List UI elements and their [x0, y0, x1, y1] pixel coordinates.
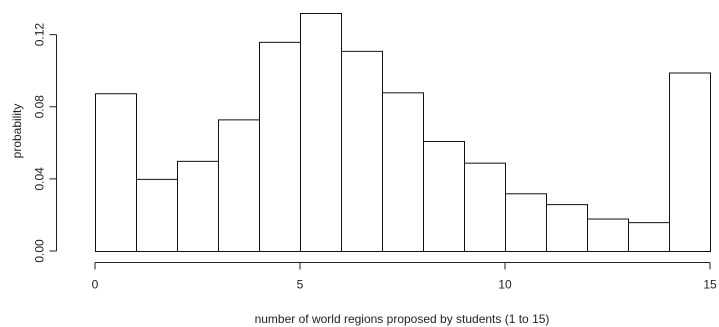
- y-axis: 0.00 0.04 0.08 0.12: [33, 23, 57, 263]
- histogram-bar-12: [587, 218, 629, 252]
- histogram-bar-14: [669, 72, 711, 252]
- y-tick-label-2: 0.08: [33, 95, 47, 119]
- histogram-bar-4: [259, 41, 301, 253]
- x-tick-label-0: 0: [92, 278, 99, 292]
- histogram-bar-8: [423, 141, 465, 252]
- x-tick-label-2: 10: [498, 278, 512, 292]
- y-tick-label-3: 0.12: [33, 23, 47, 47]
- bars-group: [95, 13, 711, 253]
- y-tick-label-1: 0.04: [33, 167, 47, 191]
- histogram-bar-13: [628, 222, 670, 253]
- histogram-bar-9: [464, 162, 506, 253]
- x-tick-label-3: 15: [703, 278, 717, 292]
- histogram-bar-7: [382, 92, 424, 253]
- histogram-bar-10: [505, 193, 547, 252]
- y-tick-label-0: 0.00: [33, 239, 47, 263]
- histogram-bar-5: [300, 13, 342, 252]
- histogram-bar-0: [95, 93, 137, 252]
- histogram-bar-3: [218, 119, 260, 252]
- histogram-bar-6: [341, 50, 383, 253]
- histogram-bar-11: [546, 204, 588, 253]
- histogram-bar-2: [177, 160, 219, 252]
- y-axis-label: probability: [10, 104, 24, 159]
- histogram-bar-1: [136, 178, 178, 252]
- x-axis: 0 5 10 15: [92, 262, 717, 292]
- x-axis-label: number of world regions proposed by stud…: [255, 312, 550, 326]
- x-tick-label-1: 5: [297, 278, 304, 292]
